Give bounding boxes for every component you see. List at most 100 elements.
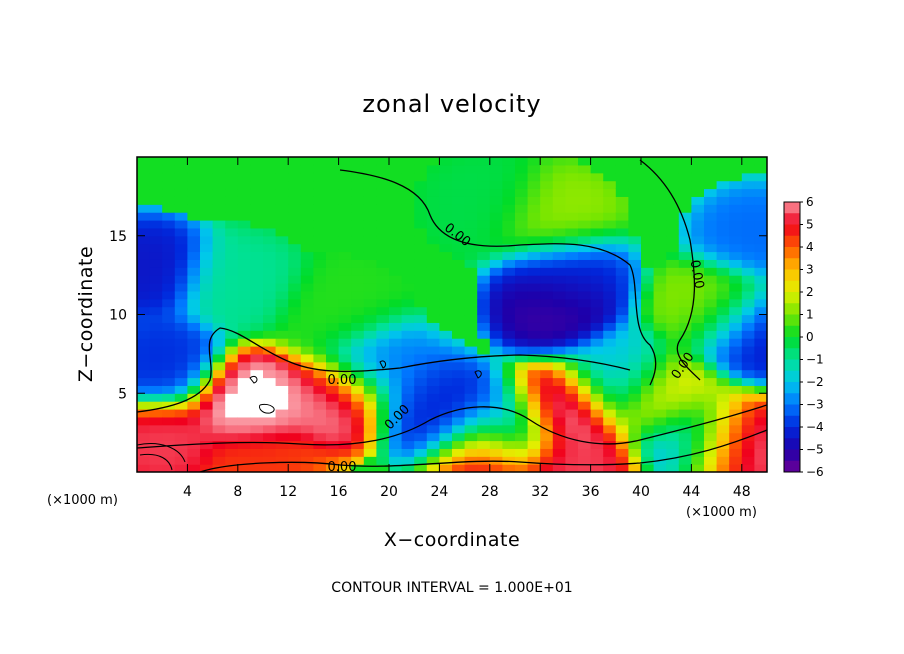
field-cell <box>464 416 478 426</box>
field-cell <box>540 220 554 229</box>
field-cell <box>351 330 365 339</box>
field-cell <box>137 172 151 182</box>
field-cell <box>754 306 767 316</box>
field-cell <box>313 306 327 316</box>
field-cell <box>300 290 314 300</box>
field-cell <box>363 275 377 284</box>
field-cell <box>578 448 592 457</box>
field-cell <box>754 290 767 300</box>
field-cell <box>628 432 642 442</box>
field-cell <box>137 361 151 371</box>
field-cell <box>678 322 692 331</box>
field-cell <box>653 369 667 379</box>
field-cell <box>489 283 503 292</box>
field-cell <box>401 212 415 221</box>
field-cell <box>288 440 302 449</box>
field-cell <box>540 267 554 276</box>
field-cell <box>628 322 642 331</box>
field-cell <box>565 385 579 394</box>
field-cell <box>338 172 352 182</box>
field-cell <box>187 243 201 253</box>
field-cell <box>313 251 327 260</box>
field-cell <box>704 401 718 410</box>
field-cell <box>237 456 251 465</box>
field-cell <box>426 251 440 260</box>
field-cell <box>200 188 214 197</box>
field-cell <box>716 369 730 379</box>
field-cell <box>578 464 592 472</box>
field-cell <box>729 314 743 323</box>
field-cell <box>653 448 667 457</box>
field-cell <box>653 298 667 308</box>
field-cell <box>414 196 428 205</box>
field-cell <box>187 259 201 268</box>
field-cell <box>250 346 264 355</box>
field-cell <box>477 385 491 394</box>
field-cell <box>351 448 365 457</box>
field-cell <box>338 204 352 213</box>
field-cell <box>603 235 617 245</box>
field-cell <box>464 157 478 166</box>
field-cell <box>527 298 541 308</box>
field-cell <box>275 401 289 410</box>
field-cell <box>363 393 377 402</box>
field-cell <box>641 361 655 371</box>
field-cell <box>439 377 453 386</box>
field-cell <box>237 204 251 213</box>
field-cell <box>426 377 440 386</box>
field-cell <box>678 432 692 442</box>
field-cell <box>653 401 667 410</box>
field-cell <box>187 220 201 229</box>
field-cell <box>389 353 403 363</box>
field-cell <box>527 409 541 418</box>
field-cell <box>615 393 629 402</box>
field-cell <box>452 346 466 355</box>
field-cell <box>565 346 579 355</box>
colorbar-swatch <box>784 427 800 439</box>
field-cell <box>641 188 655 197</box>
field-cell <box>502 220 516 229</box>
field-cell <box>300 401 314 410</box>
field-cell <box>149 275 163 284</box>
field-cell <box>540 212 554 221</box>
field-cell <box>565 306 579 316</box>
field-cell <box>263 432 277 442</box>
field-cell <box>464 172 478 182</box>
field-cell <box>565 212 579 221</box>
field-cell <box>754 409 767 418</box>
field-cell <box>464 283 478 292</box>
field-cell <box>502 314 516 323</box>
field-cell <box>464 267 478 276</box>
field-cell <box>174 220 188 229</box>
field-cell <box>200 401 214 410</box>
field-cell <box>162 464 176 472</box>
field-cell <box>351 409 365 418</box>
field-cell <box>489 416 503 426</box>
field-cell <box>225 338 239 347</box>
field-cell <box>678 172 692 182</box>
field-cell <box>187 188 201 197</box>
field-cell <box>162 259 176 268</box>
field-cell <box>641 424 655 434</box>
field-cell <box>351 298 365 308</box>
field-cell <box>174 424 188 434</box>
field-cell <box>187 409 201 418</box>
field-cell <box>401 353 415 363</box>
field-cell <box>704 172 718 182</box>
field-cell <box>716 330 730 339</box>
field-cell <box>174 259 188 268</box>
field-cell <box>275 393 289 402</box>
field-cell <box>426 385 440 394</box>
field-cell <box>225 346 239 355</box>
field-cell <box>691 196 705 205</box>
field-cell <box>477 440 491 449</box>
field-cell <box>477 306 491 316</box>
field-cell <box>363 290 377 300</box>
field-cell <box>376 227 390 237</box>
field-cell <box>729 361 743 371</box>
field-cell <box>401 385 415 394</box>
field-cell <box>174 369 188 379</box>
field-cell <box>326 283 340 292</box>
field-cell <box>212 448 226 457</box>
field-cell <box>162 220 176 229</box>
